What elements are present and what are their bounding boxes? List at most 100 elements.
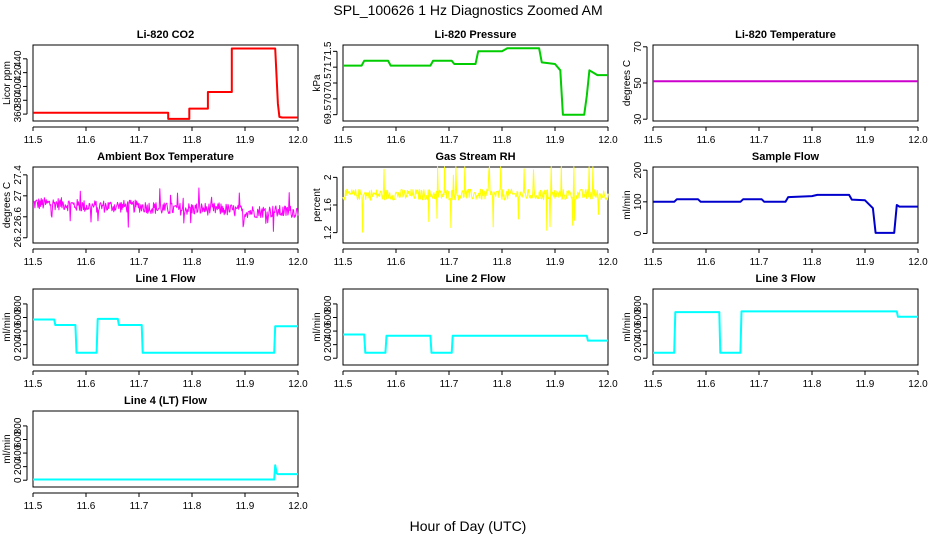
x-tick-label: 11.9	[236, 501, 255, 512]
y-tick-label: 69.5	[323, 104, 334, 124]
series-line-1	[33, 317, 298, 354]
panel-9: Line 3 Flow ml/min 11.5 11.6 11.7 11.8 11.9 12.…	[622, 273, 928, 390]
y-tick-label: 200	[323, 336, 334, 353]
y-tick-label: 27	[13, 190, 24, 202]
y-tick-label: 2	[323, 174, 334, 180]
x-tick-label: 11.6	[77, 135, 96, 146]
x-tick-label: 12.0	[598, 257, 618, 268]
x-tick-label: 11.7	[130, 501, 149, 512]
x-tick-label: 11.9	[546, 135, 565, 146]
x-tick-label: 11.9	[546, 379, 565, 390]
x-tick-label: 11.5	[334, 135, 353, 146]
y-tick-label: 800	[13, 295, 24, 312]
y-axis-label: kPa	[312, 74, 323, 92]
y-axis-label: ml/min	[622, 190, 633, 219]
panel-title: Gas Stream RH	[435, 151, 515, 163]
y-tick-label: 70	[633, 41, 644, 53]
x-axis: 11.5 11.6 11.7 11.8 11.9 12.0	[644, 126, 928, 146]
y-tick-label: 600	[633, 309, 644, 326]
x-tick-label: 11.5	[334, 257, 353, 268]
x-tick-label: 11.8	[183, 379, 202, 390]
y-tick-label: 1.6	[323, 198, 334, 212]
x-tick-label: 11.7	[130, 379, 149, 390]
x-tick-label: 11.9	[856, 379, 875, 390]
y-tick-label: 800	[323, 295, 334, 312]
y-tick-label: 1.2	[323, 225, 334, 239]
x-tick-label: 12.0	[908, 379, 928, 390]
panel-title: Ambient Box Temperature	[97, 151, 234, 163]
plot-frame	[652, 166, 919, 244]
y-tick-label: 26.2	[13, 228, 24, 248]
y-tick-label: 400	[323, 322, 334, 339]
x-tick-label: 11.6	[387, 379, 406, 390]
x-tick-label: 12.0	[288, 501, 308, 512]
figure-xlabel: Hour of Day (UTC)	[410, 518, 527, 534]
x-tick-label: 11.9	[236, 135, 255, 146]
x-tick-label: 12.0	[598, 135, 618, 146]
plot-frame	[32, 44, 299, 122]
y-tick-label: 0	[13, 477, 24, 483]
x-axis: 11.5 11.6 11.7 11.8 11.9 12.0	[644, 370, 928, 390]
y-tick-label: 400	[13, 444, 24, 461]
y-tick-label: 800	[633, 295, 644, 312]
y-axis-label: ml/min	[312, 312, 323, 341]
x-tick-label: 11.9	[236, 379, 255, 390]
series-line-1	[343, 47, 608, 116]
y-tick-label: 26.6	[13, 207, 24, 227]
panel-title: Li-820 CO2	[137, 29, 194, 41]
y-axis-label: percent	[312, 188, 323, 222]
y-tick-label: 27.4	[13, 165, 24, 185]
panel-title: Line 1 Flow	[136, 273, 196, 285]
series-line-1	[343, 333, 608, 354]
x-axis: 11.5 11.6 11.7 11.8 11.9 12.0	[24, 248, 308, 268]
x-tick-label: 11.8	[803, 257, 822, 268]
y-tick-label: 71	[323, 61, 334, 73]
y-tick-label: 0	[323, 355, 334, 361]
x-tick-label: 11.5	[644, 257, 663, 268]
y-tick-label: 200	[13, 336, 24, 353]
series-line-1	[33, 47, 298, 120]
series-line-1	[653, 310, 918, 354]
y-tick-label: 400	[13, 78, 24, 95]
y-tick-label: 100	[633, 193, 644, 210]
series-line-1	[342, 166, 609, 233]
x-tick-label: 11.7	[750, 379, 769, 390]
x-tick-label: 11.7	[440, 379, 459, 390]
panel-title: Line 3 Flow	[756, 273, 816, 285]
x-tick-label: 11.8	[493, 379, 512, 390]
x-tick-label: 11.5	[644, 135, 663, 146]
x-tick-label: 11.9	[236, 257, 255, 268]
panel-8: Line 2 Flow ml/min 11.5 11.6 11.7 11.8 11.9 12.…	[312, 273, 618, 390]
x-tick-label: 11.8	[493, 257, 512, 268]
y-axis-label: degrees C	[2, 182, 13, 228]
x-tick-label: 11.6	[77, 501, 96, 512]
panel-title: Sample Flow	[752, 151, 820, 163]
x-tick-label: 11.7	[440, 135, 459, 146]
x-tick-label: 11.8	[183, 501, 202, 512]
x-tick-label: 11.7	[750, 135, 769, 146]
x-tick-label: 11.6	[387, 135, 406, 146]
x-tick-label: 11.8	[183, 257, 202, 268]
x-tick-label: 11.6	[77, 257, 96, 268]
x-tick-label: 11.6	[697, 257, 716, 268]
series-line-1	[653, 193, 918, 234]
y-tick-label: 30	[633, 113, 644, 125]
x-tick-label: 11.9	[856, 135, 875, 146]
y-axis-label: degrees C	[622, 60, 633, 106]
y-tick-label: 70.5	[323, 73, 334, 93]
x-tick-label: 11.7	[440, 257, 459, 268]
plot-frame	[652, 288, 919, 366]
y-tick-label: 200	[633, 336, 644, 353]
panel-4: Ambient Box Temperature degrees C 11.5 11.6…	[2, 151, 308, 268]
y-tick-label: 71.5	[323, 41, 334, 61]
series-line-1	[32, 187, 299, 232]
plot-frame	[342, 44, 609, 122]
x-tick-label: 12.0	[908, 135, 928, 146]
